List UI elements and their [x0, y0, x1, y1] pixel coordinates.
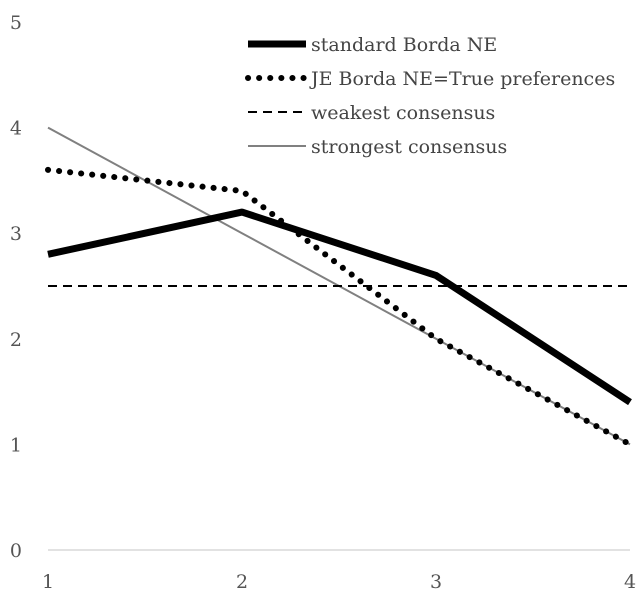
- x-tick-label: 2: [236, 571, 248, 593]
- x-axis-ticks: 1 2 3 4: [42, 571, 636, 593]
- legend-label: strongest consensus: [311, 136, 507, 158]
- legend-label: standard Borda NE: [311, 34, 497, 56]
- legend-label: JE Borda NE=True preferences: [309, 68, 615, 90]
- y-tick-label: 2: [10, 329, 22, 351]
- series-line-je-borda-ne-true-preferences: [45, 166, 633, 448]
- x-tick-label: 4: [624, 571, 636, 593]
- y-tick-label: 0: [10, 540, 22, 562]
- y-tick-label: 5: [10, 12, 22, 34]
- x-tick-label: 1: [42, 571, 54, 593]
- y-axis-ticks: 0 1 2 3 4 5: [10, 12, 22, 562]
- series-layer: [45, 126, 633, 448]
- legend: standard Borda NE JE Borda NE=True prefer…: [245, 34, 615, 158]
- x-tick-label: 3: [430, 571, 442, 593]
- y-tick-label: 3: [10, 223, 22, 245]
- legend-label: weakest consensus: [311, 102, 495, 124]
- series-line-standard-borda-ne: [47, 208, 632, 406]
- y-tick-label: 1: [10, 434, 22, 456]
- y-tick-label: 4: [10, 118, 22, 140]
